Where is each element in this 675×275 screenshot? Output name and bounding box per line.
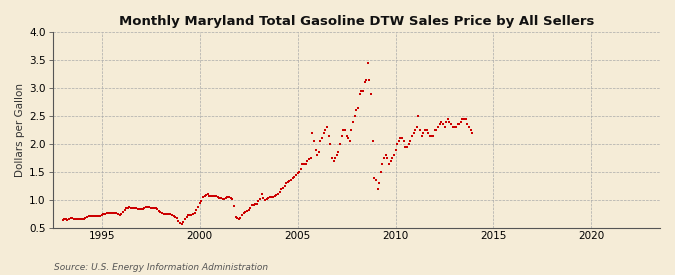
Y-axis label: Dollars per Gallon: Dollars per Gallon — [15, 83, 25, 177]
Title: Monthly Maryland Total Gasoline DTW Sales Price by All Sellers: Monthly Maryland Total Gasoline DTW Sale… — [119, 15, 594, 28]
Text: Source: U.S. Energy Information Administration: Source: U.S. Energy Information Administ… — [54, 263, 268, 272]
